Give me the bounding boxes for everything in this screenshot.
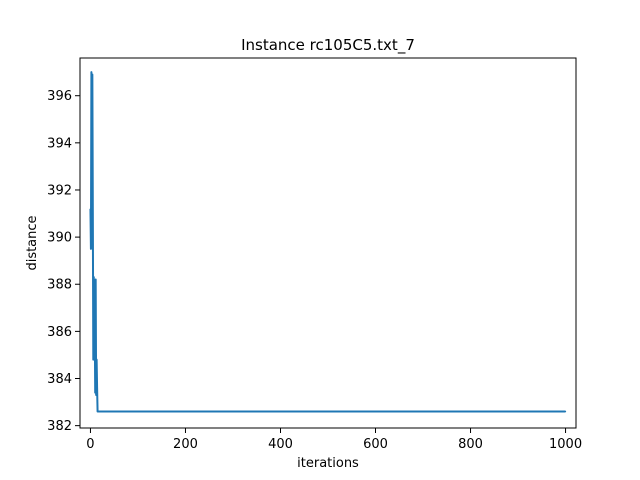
plot-lines [89,71,567,413]
x-tick-label: 200 [173,437,198,452]
y-axis: 382 384 386 388 390 392 394 396 [47,89,80,434]
y-tick-label: 392 [47,183,72,198]
y-tick-label: 386 [47,325,72,340]
y-tick-label: 394 [47,136,72,151]
y-tick-label: 382 [47,419,72,434]
x-tick-label: 0 [86,437,94,452]
chart-title: Instance rc105C5.txt_7 [241,36,415,55]
data-point [89,208,92,210]
x-axis: 0 200 400 600 800 1000 [86,428,582,452]
data-point [93,354,95,356]
plot-area [80,58,576,428]
data-point [564,410,567,413]
data-point [91,236,93,238]
data-point [91,73,93,76]
y-tick-label: 390 [47,231,72,246]
y-axis-label: distance [25,215,40,270]
data-point [94,392,96,394]
x-tick-label: 400 [268,437,293,452]
x-tick-label: 800 [458,437,483,452]
y-tick-label: 384 [47,372,72,387]
data-point [94,318,96,321]
data-point [90,71,93,73]
data-point [92,212,94,215]
data-point [96,387,98,389]
data-point [90,248,92,250]
data-point [96,410,99,413]
data-point [93,276,95,278]
data-point [95,394,97,396]
y-tick-label: 388 [47,278,72,293]
plot-frame [79,57,577,429]
y-tick-label: 396 [47,89,72,104]
x-tick-label: 1000 [549,437,582,452]
data-point [96,359,98,361]
data-point [92,359,94,361]
x-tick-label: 600 [363,437,388,452]
x-axis-label: iterations [297,456,359,471]
data-point [95,278,97,281]
